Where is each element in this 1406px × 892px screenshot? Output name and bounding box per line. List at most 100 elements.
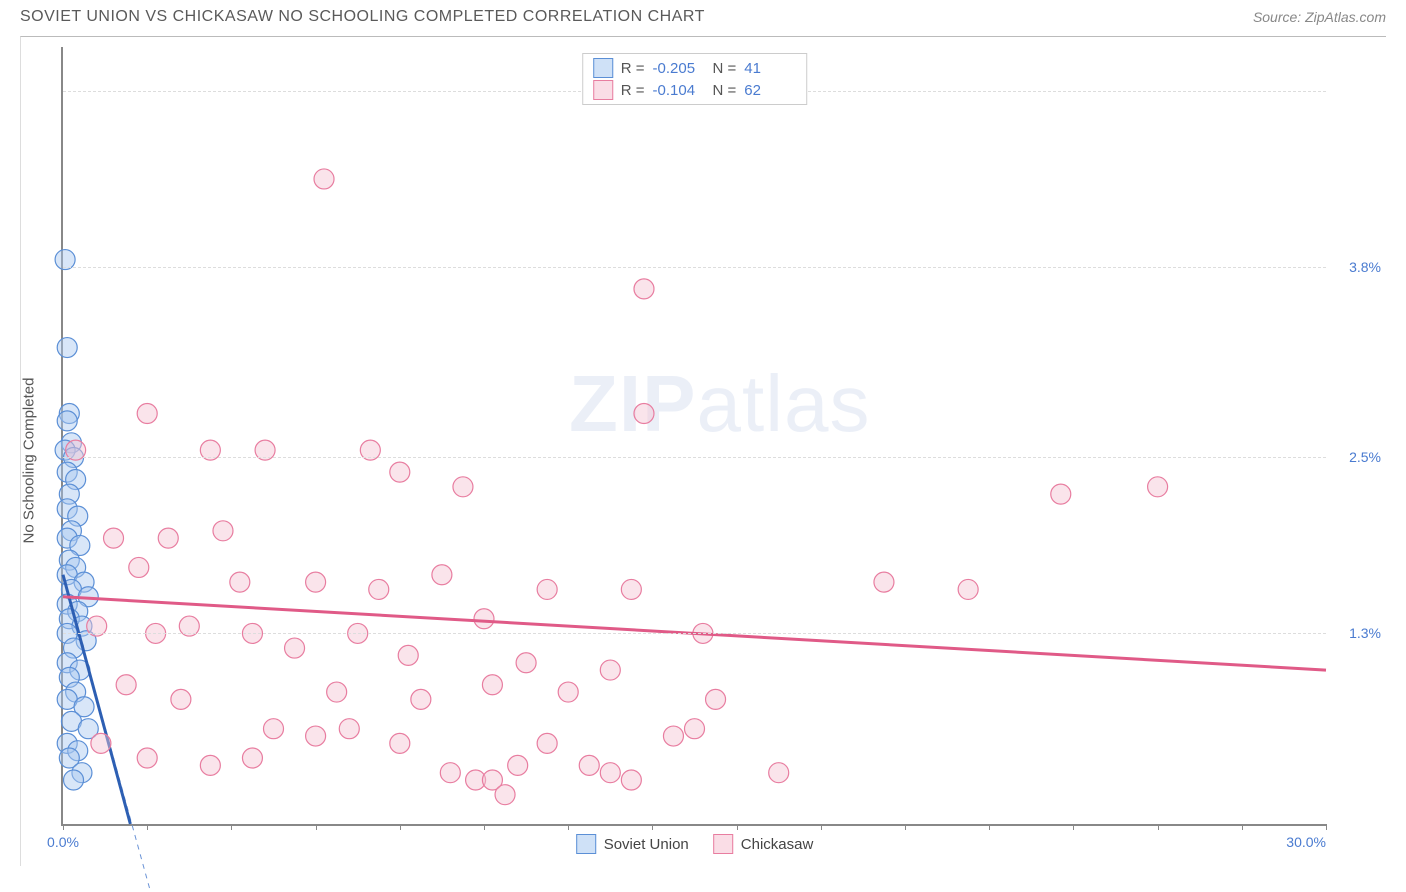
chart-header: SOVIET UNION VS CHICKASAW NO SCHOOLING C…	[0, 0, 1406, 32]
y-tick-label: 3.8%	[1349, 259, 1381, 275]
scatter-point	[57, 411, 77, 431]
scatter-point	[137, 748, 157, 768]
scatter-point	[64, 770, 84, 790]
scatter-point	[600, 763, 620, 783]
x-tick	[231, 824, 232, 830]
x-tick	[652, 824, 653, 830]
scatter-point	[958, 579, 978, 599]
r-label: R =	[621, 60, 645, 77]
x-tick	[63, 824, 64, 830]
scatter-point	[516, 653, 536, 673]
scatter-point	[558, 682, 578, 702]
legend-swatch-chickasaw	[713, 834, 733, 854]
gridline	[63, 267, 1326, 268]
chart-container: No Schooling Completed ZIPatlas R = -0.2…	[20, 36, 1386, 866]
stats-row-chickasaw: R = -0.104 N = 62	[593, 80, 797, 100]
n-value-soviet: 41	[744, 60, 796, 77]
scatter-point	[398, 645, 418, 665]
scatter-point	[432, 565, 452, 585]
stats-row-soviet: R = -0.205 N = 41	[593, 58, 797, 78]
scatter-point	[129, 557, 149, 577]
scatter-point	[706, 689, 726, 709]
legend-item-soviet: Soviet Union	[576, 834, 689, 854]
legend-label-chickasaw: Chickasaw	[741, 836, 814, 853]
plot-area: ZIPatlas R = -0.205 N = 41 R = -0.104 N …	[61, 47, 1326, 826]
scatter-point	[285, 638, 305, 658]
x-tick-label: 0.0%	[47, 834, 79, 850]
r-value-chickasaw: -0.104	[653, 82, 705, 99]
scatter-point	[230, 572, 250, 592]
scatter-point	[634, 404, 654, 424]
n-value-chickasaw: 62	[744, 82, 796, 99]
x-tick	[821, 824, 822, 830]
scatter-point	[663, 726, 683, 746]
scatter-point	[600, 660, 620, 680]
y-axis-label: No Schooling Completed	[21, 377, 38, 543]
scatter-point	[213, 521, 233, 541]
scatter-point	[327, 682, 347, 702]
scatter-point	[474, 609, 494, 629]
scatter-point	[242, 748, 262, 768]
x-tick	[316, 824, 317, 830]
series-legend: Soviet Union Chickasaw	[576, 834, 814, 854]
scatter-point	[158, 528, 178, 548]
scatter-point	[104, 528, 124, 548]
scatter-point	[1148, 477, 1168, 497]
x-tick-label: 30.0%	[1286, 834, 1326, 850]
scatter-point	[579, 755, 599, 775]
scatter-point	[621, 770, 641, 790]
scatter-point	[390, 733, 410, 753]
scatter-point	[495, 785, 515, 805]
scatter-point	[314, 169, 334, 189]
x-tick	[1242, 824, 1243, 830]
x-tick	[484, 824, 485, 830]
scatter-point	[874, 572, 894, 592]
x-tick	[905, 824, 906, 830]
r-value-soviet: -0.205	[653, 60, 705, 77]
scatter-point	[769, 763, 789, 783]
swatch-soviet	[593, 58, 613, 78]
r-label: R =	[621, 82, 645, 99]
gridline	[63, 633, 1326, 634]
scatter-point	[116, 675, 136, 695]
x-tick	[737, 824, 738, 830]
x-tick	[400, 824, 401, 830]
n-label: N =	[713, 82, 737, 99]
legend-label-soviet: Soviet Union	[604, 836, 689, 853]
swatch-chickasaw	[593, 80, 613, 100]
gridline	[63, 457, 1326, 458]
scatter-point	[200, 755, 220, 775]
x-tick	[989, 824, 990, 830]
stats-legend: R = -0.205 N = 41 R = -0.104 N = 62	[582, 53, 808, 105]
scatter-point	[537, 579, 557, 599]
legend-item-chickasaw: Chickasaw	[713, 834, 814, 854]
x-tick	[568, 824, 569, 830]
scatter-point	[57, 338, 77, 358]
scatter-point	[306, 572, 326, 592]
scatter-point	[411, 689, 431, 709]
scatter-point	[171, 689, 191, 709]
y-tick-label: 2.5%	[1349, 449, 1381, 465]
x-tick	[1326, 824, 1327, 830]
scatter-point	[508, 755, 528, 775]
n-label: N =	[713, 60, 737, 77]
scatter-point	[1051, 484, 1071, 504]
scatter-point	[621, 579, 641, 599]
scatter-point	[453, 477, 473, 497]
scatter-point	[390, 462, 410, 482]
scatter-point	[137, 404, 157, 424]
scatter-point	[440, 763, 460, 783]
x-tick	[147, 824, 148, 830]
scatter-point	[264, 719, 284, 739]
legend-swatch-soviet	[576, 834, 596, 854]
scatter-point	[634, 279, 654, 299]
x-tick	[1158, 824, 1159, 830]
scatter-point	[537, 733, 557, 753]
x-tick	[1073, 824, 1074, 830]
scatter-point	[306, 726, 326, 746]
scatter-point	[339, 719, 359, 739]
scatter-plot-svg	[63, 47, 1326, 824]
y-tick-label: 1.3%	[1349, 625, 1381, 641]
scatter-point	[91, 733, 111, 753]
scatter-point	[482, 675, 502, 695]
